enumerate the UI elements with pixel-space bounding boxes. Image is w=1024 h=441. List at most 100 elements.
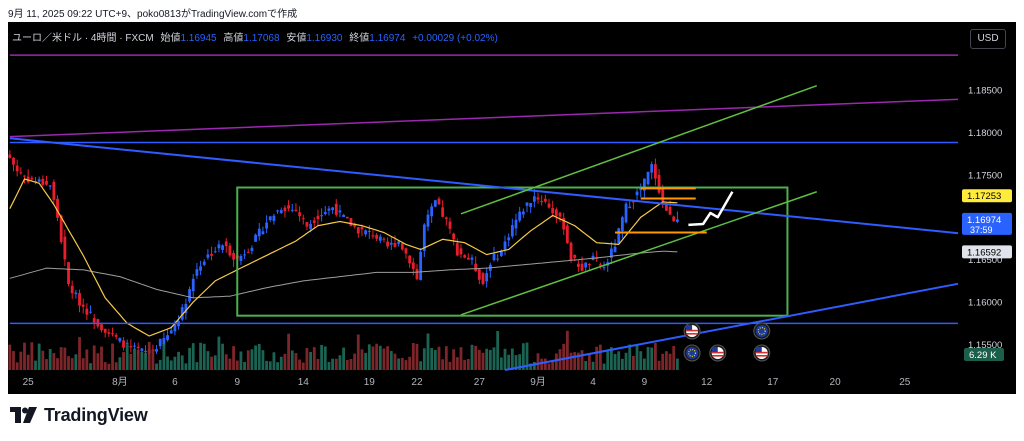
volume-bar bbox=[661, 353, 665, 370]
volume-bar bbox=[400, 357, 404, 370]
volume-bar bbox=[59, 347, 63, 370]
volume-bar bbox=[521, 343, 525, 370]
candle-body bbox=[217, 244, 221, 249]
volume-bar bbox=[536, 353, 540, 370]
volume-bar bbox=[210, 356, 213, 370]
candle-body bbox=[37, 179, 41, 182]
candle-body bbox=[676, 219, 679, 222]
brand-name: TradingView bbox=[44, 404, 148, 425]
volume-bar bbox=[133, 348, 136, 370]
volume-bar bbox=[474, 345, 478, 370]
slow-moving-average-line bbox=[9, 250, 678, 299]
volume-bar bbox=[92, 345, 96, 370]
volume-bar bbox=[419, 361, 423, 370]
volume-bar bbox=[144, 352, 147, 370]
us-event-marker-icon bbox=[753, 344, 771, 362]
candle-body bbox=[650, 164, 654, 173]
volume-bar bbox=[565, 330, 569, 370]
volume-bar bbox=[279, 356, 283, 370]
volume-bar bbox=[217, 336, 221, 370]
candle-body bbox=[492, 253, 496, 261]
candle-body bbox=[617, 228, 621, 244]
open-label: 始値 bbox=[160, 33, 181, 44]
volume-bar bbox=[382, 348, 386, 370]
candle-body bbox=[265, 222, 268, 229]
volume-bar bbox=[298, 359, 302, 370]
candle-body bbox=[551, 208, 555, 214]
volume-bar bbox=[74, 354, 78, 370]
us-flag-stripe bbox=[711, 351, 724, 354]
volume-bar bbox=[499, 357, 503, 370]
price-chart[interactable]: 1.18500 1.18000 1.17500 1.16500 1.16000 1.155… bbox=[8, 22, 1016, 394]
volume-bar bbox=[309, 351, 313, 370]
us-event-marker-icon bbox=[683, 322, 701, 340]
volume-bar bbox=[364, 352, 368, 370]
currency-button[interactable]: USD bbox=[970, 29, 1006, 49]
candle-body bbox=[569, 242, 573, 261]
candle-body bbox=[657, 174, 661, 193]
volume-bar bbox=[100, 346, 103, 370]
volume-bar bbox=[19, 351, 23, 370]
candle-body bbox=[580, 263, 584, 271]
date-axis-label: 27 bbox=[474, 377, 486, 388]
candle-body bbox=[279, 210, 283, 214]
volume-bar bbox=[191, 343, 195, 370]
date-axis-label: 19 bbox=[364, 377, 376, 388]
candle-body bbox=[316, 215, 320, 220]
volume-bar bbox=[122, 352, 125, 370]
date-axis-label: 20 bbox=[830, 377, 842, 388]
chart-panel[interactable]: 1.18500 1.18000 1.17500 1.16500 1.16000 1.155… bbox=[8, 22, 1016, 394]
symbol-legend: ユーロ／米ドル · 4時間 · FXCM 始値1.16945 高値1.17068… bbox=[12, 29, 498, 44]
candle-body bbox=[602, 267, 606, 269]
candle-body bbox=[158, 338, 162, 347]
candle-body bbox=[327, 208, 331, 211]
tradingview-logo-icon bbox=[10, 407, 37, 423]
volume-bar bbox=[162, 344, 166, 370]
volume-bar bbox=[276, 362, 279, 370]
volume-bar bbox=[389, 350, 393, 370]
candle-body bbox=[441, 207, 445, 217]
volume-bar bbox=[78, 337, 81, 370]
candle-body bbox=[290, 209, 294, 211]
blue-up-trendline bbox=[504, 282, 961, 371]
tradingview-logo[interactable]: TradingView bbox=[10, 404, 148, 426]
candle-body bbox=[85, 308, 89, 315]
volume-bar bbox=[287, 333, 290, 370]
volume-bar bbox=[188, 347, 191, 370]
candle-body bbox=[298, 212, 302, 217]
candle-body bbox=[562, 218, 566, 230]
candle-body bbox=[155, 349, 158, 352]
volume-bar bbox=[356, 334, 360, 370]
volume-bar bbox=[37, 343, 41, 370]
volume-bar bbox=[107, 363, 111, 370]
candle-body bbox=[356, 227, 360, 234]
chart-caption: 9月 11, 2025 09:22 UTC+9、poko0813がTrading… bbox=[8, 9, 298, 20]
candle-body bbox=[378, 236, 382, 241]
volume-bar bbox=[360, 349, 364, 370]
date-axis-label: 25 bbox=[23, 377, 35, 388]
candle-body bbox=[276, 210, 279, 212]
candle-body bbox=[309, 223, 313, 229]
volume-bar bbox=[327, 361, 331, 370]
volume-bar bbox=[518, 354, 522, 370]
candle-body bbox=[411, 262, 415, 269]
candle-body bbox=[664, 204, 668, 211]
candle-body bbox=[89, 311, 92, 313]
close-label: 終値 bbox=[349, 33, 370, 44]
volume-bar bbox=[584, 360, 588, 370]
candle-body bbox=[243, 254, 246, 256]
candle-body bbox=[404, 248, 408, 254]
volume-bar bbox=[459, 347, 463, 370]
volume-bar bbox=[206, 351, 210, 370]
volume-bar bbox=[250, 349, 254, 370]
candle-body bbox=[624, 203, 628, 223]
price-axis-tick: 1.15500 bbox=[968, 340, 1002, 351]
candle-body bbox=[613, 246, 617, 253]
candle-body bbox=[30, 177, 34, 180]
candle-body bbox=[415, 268, 419, 280]
volume-bar bbox=[613, 353, 617, 370]
candle-body bbox=[125, 342, 129, 344]
candle-body bbox=[162, 338, 166, 345]
volume-bar bbox=[199, 342, 202, 370]
candle-body bbox=[206, 254, 210, 258]
